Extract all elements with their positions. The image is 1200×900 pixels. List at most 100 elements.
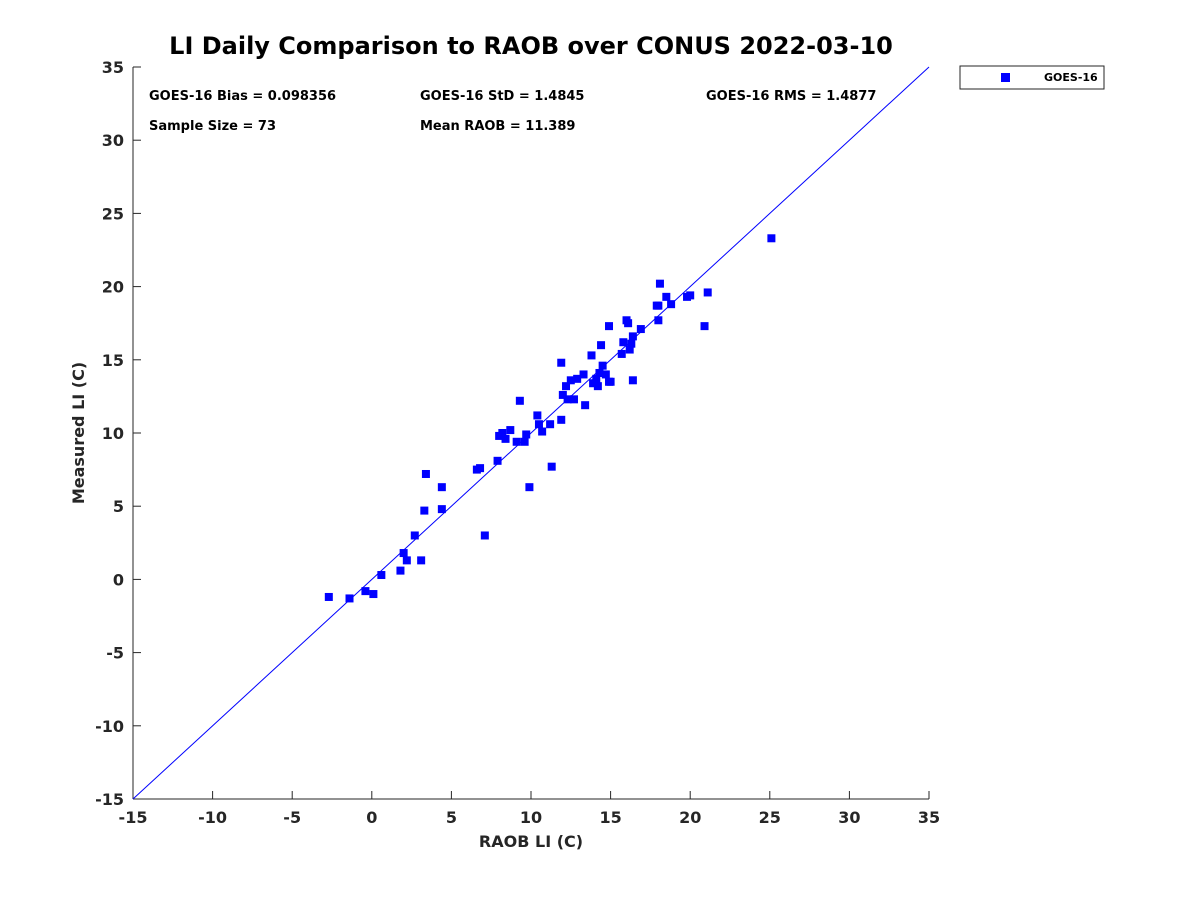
- y-tick-label: 25: [102, 204, 124, 223]
- data-point: [595, 368, 604, 377]
- data-point: [512, 437, 521, 446]
- data-point: [593, 382, 602, 391]
- data-point: [636, 325, 645, 334]
- data-point: [652, 301, 661, 310]
- x-tick-label: -10: [198, 808, 227, 827]
- data-point: [534, 420, 543, 429]
- y-tick-label: 30: [102, 131, 124, 150]
- data-point: [501, 434, 510, 443]
- data-points: [324, 234, 776, 603]
- data-point: [619, 338, 628, 347]
- y-tick-label: -10: [95, 717, 124, 736]
- x-tick-label: 0: [366, 808, 377, 827]
- legend-box: [959, 65, 1105, 90]
- data-point: [628, 332, 637, 341]
- data-point: [361, 587, 370, 596]
- y-tick-label: 20: [102, 278, 124, 297]
- data-point: [627, 339, 636, 348]
- data-point: [662, 292, 671, 301]
- x-tick-label: 10: [520, 808, 542, 827]
- stat-std: GOES-16 StD = 1.4845: [420, 89, 584, 104]
- data-point: [655, 279, 664, 288]
- y-tick-label: 15: [102, 351, 124, 370]
- axes: -15 -10 -5 0 5 10 15 20 25 30 35 -15 -10 -5 0 5 10 15 20 25…: [95, 58, 940, 827]
- y-tick-label: 5: [113, 497, 124, 516]
- data-point: [598, 361, 607, 370]
- x-tick-label: -15: [119, 808, 148, 827]
- y-tick-label: 0: [113, 570, 124, 589]
- y-tick-label: 35: [102, 58, 124, 77]
- data-point: [506, 426, 515, 435]
- data-point: [437, 483, 446, 492]
- stat-rms: GOES-16 RMS = 1.4877: [706, 89, 876, 104]
- data-point: [410, 531, 419, 540]
- data-point: [700, 322, 709, 331]
- legend: GOES-16: [959, 65, 1105, 90]
- data-point: [573, 374, 582, 383]
- data-point: [525, 483, 534, 492]
- data-point: [476, 464, 485, 473]
- data-point: [417, 556, 426, 565]
- reference-line-group: [132, 66, 930, 800]
- y-tick-label: -15: [95, 790, 124, 809]
- data-point: [547, 462, 556, 471]
- data-point: [557, 358, 566, 367]
- data-point: [592, 374, 601, 383]
- data-point: [625, 345, 634, 354]
- data-point: [399, 549, 408, 558]
- x-tick-label: 35: [918, 808, 940, 827]
- data-point: [667, 300, 676, 309]
- data-point: [396, 566, 405, 575]
- data-point: [515, 396, 524, 405]
- data-point: [377, 571, 386, 580]
- data-point: [557, 415, 566, 424]
- data-point: [767, 234, 776, 243]
- data-point: [628, 376, 637, 385]
- data-point: [562, 382, 571, 391]
- x-tick-label: 5: [446, 808, 457, 827]
- data-point: [480, 531, 489, 540]
- y-axis-label: Measured LI (C): [69, 362, 88, 504]
- data-point: [624, 319, 633, 328]
- legend-label: GOES-16: [1044, 71, 1098, 84]
- data-point: [686, 291, 695, 300]
- data-point: [601, 370, 610, 379]
- data-point: [402, 556, 411, 565]
- data-point: [606, 377, 615, 386]
- data-point: [538, 427, 547, 436]
- data-point: [579, 370, 588, 379]
- x-tick-label: 20: [679, 808, 701, 827]
- data-point: [546, 420, 555, 429]
- data-point: [589, 379, 598, 388]
- data-point: [566, 376, 575, 385]
- chart-title: LI Daily Comparison to RAOB over CONUS 2…: [169, 32, 893, 60]
- data-point: [558, 390, 567, 399]
- data-point: [605, 322, 614, 331]
- data-point: [437, 505, 446, 514]
- data-point: [369, 590, 378, 599]
- data-point: [522, 430, 531, 439]
- x-tick-label: 15: [599, 808, 621, 827]
- x-axis-label: RAOB LI (C): [479, 832, 583, 851]
- data-point: [324, 592, 333, 601]
- stat-bias: GOES-16 Bias = 0.098356: [149, 89, 336, 104]
- x-tick-label: 30: [838, 808, 860, 827]
- one-to-one-line: [132, 66, 930, 800]
- data-point: [420, 506, 429, 515]
- data-point: [617, 349, 626, 358]
- data-point: [533, 411, 542, 420]
- data-point: [587, 351, 596, 360]
- y-tick-label: 10: [102, 424, 124, 443]
- stat-mean-raob: Mean RAOB = 11.389: [420, 119, 575, 134]
- data-point: [345, 594, 354, 603]
- x-tick-label: -5: [283, 808, 301, 827]
- data-point: [581, 401, 590, 410]
- data-point: [498, 429, 507, 437]
- data-point: [654, 316, 663, 325]
- data-point: [563, 395, 572, 404]
- data-point: [703, 288, 712, 297]
- legend-marker: [1001, 73, 1010, 82]
- data-point: [569, 395, 578, 404]
- data-point: [421, 469, 430, 478]
